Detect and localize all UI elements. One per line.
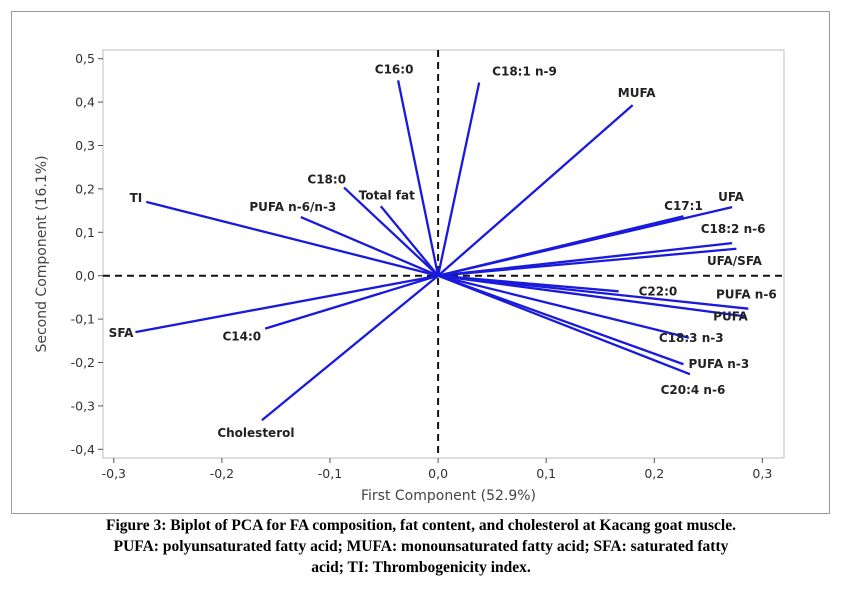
loading-label-pufa: PUFA — [713, 310, 748, 324]
pca-biplot: -0,3 -0,2 -0,1 0,0 0,1 0,2 0,3 -0,4 -0,3 -0,2 -0,1… — [34, 49, 785, 504]
y-tick-label: 0,4 — [75, 95, 95, 110]
loading-vector-ufa — [437, 206, 733, 277]
x-tick-label: -0,2 — [210, 466, 234, 481]
loading-label-total-fat: Total fat — [359, 188, 415, 202]
loading-vector-c18-0 — [343, 186, 439, 277]
loading-label-sfa: SFA — [109, 326, 134, 340]
loading-label-ufa: UFA — [718, 190, 745, 204]
y-tick-label: 0,1 — [75, 225, 95, 240]
loading-vector-total-fat — [379, 205, 439, 277]
loading-vector-c20-4-n-6 — [437, 274, 691, 376]
x-axis-title: First Component (52.9%) — [361, 488, 536, 504]
y-axis-title: Second Component (16.1%) — [34, 155, 50, 352]
x-tick-label: 0,0 — [428, 466, 448, 481]
loading-vector-ufa-sfa — [437, 247, 737, 277]
loading-vector-c18-3-n-3 — [437, 274, 690, 339]
x-tick-label: -0,1 — [318, 466, 342, 481]
loading-vector-c18-1-n-9 — [436, 82, 481, 276]
caption-line-1: Figure 3: Biplot of PCA for FA compositi… — [106, 517, 736, 534]
loading-label-cholesterol: Cholesterol — [217, 426, 294, 440]
caption-line-3: acid; TI: Thrombogenicity index. — [311, 559, 531, 576]
loading-label-ti: TI — [130, 191, 143, 205]
y-tick-label: -0,2 — [71, 355, 95, 370]
y-tick-label: -0,4 — [71, 442, 95, 457]
loading-vector-mufa — [437, 104, 634, 277]
loading-vector-sfa — [135, 274, 439, 334]
loading-vector-pufa-n-6 — [437, 274, 749, 310]
figure-caption: Figure 3: Biplot of PCA for FA compositi… — [0, 515, 842, 578]
loading-label-c17-1: C17:1 — [664, 199, 703, 213]
x-tick-label: 0,3 — [752, 466, 772, 481]
y-tick-label: 0,2 — [75, 181, 95, 196]
loading-vector-c16-0 — [396, 80, 440, 276]
loading-vector-pufa — [437, 274, 747, 318]
plot-area-border — [102, 49, 785, 459]
loading-label-c16-0: C16:0 — [375, 62, 414, 76]
loading-vector-pufa-n-6-n-3 — [300, 216, 439, 277]
caption-line-2: PUFA: polyunsaturated fatty acid; MUFA: … — [113, 538, 729, 555]
loading-vector-pufa-n-3 — [437, 274, 684, 366]
loading-label-pufa-n-6: PUFA n-6 — [716, 288, 777, 302]
loading-label-pufa-n-6-n-3: PUFA n-6/n-3 — [249, 200, 336, 214]
x-tick-label: 0,2 — [644, 466, 664, 481]
loading-label-c20-4-n-6: C20:4 n-6 — [661, 383, 726, 397]
y-tick-label: 0,3 — [75, 138, 95, 153]
loading-label-ufa-sfa: UFA/SFA — [707, 254, 763, 268]
loading-label-c18-2-n-6: C18:2 n-6 — [701, 222, 766, 236]
loading-label-c18-3-n-3: C18:3 n-3 — [659, 331, 724, 345]
y-tick-label: -0,1 — [71, 312, 95, 327]
y-tick-label: 0,5 — [75, 51, 95, 66]
y-tick-label: -0,3 — [71, 398, 95, 413]
loading-vector-cholesterol — [261, 274, 439, 422]
chart-frame: -0,3 -0,2 -0,1 0,0 0,1 0,2 0,3 -0,4 -0,3 -0,2 -0,1… — [11, 11, 830, 514]
loading-vector-ti — [145, 200, 439, 277]
loading-label-pufa-n-3: PUFA n-3 — [688, 357, 749, 371]
loading-label-c14-0: C14:0 — [222, 330, 261, 344]
x-tick-label: 0,1 — [536, 466, 556, 481]
loading-vector-c14-0 — [264, 274, 439, 330]
loading-label-c18-1-n-9: C18:1 n-9 — [492, 65, 557, 79]
loading-label-mufa: MUFA — [618, 86, 657, 100]
y-tick-label: 0,0 — [75, 268, 95, 283]
loading-label-c22-0: C22:0 — [639, 284, 678, 298]
loading-label-c18-0: C18:0 — [307, 173, 346, 187]
x-tick-label: -0,3 — [102, 466, 126, 481]
